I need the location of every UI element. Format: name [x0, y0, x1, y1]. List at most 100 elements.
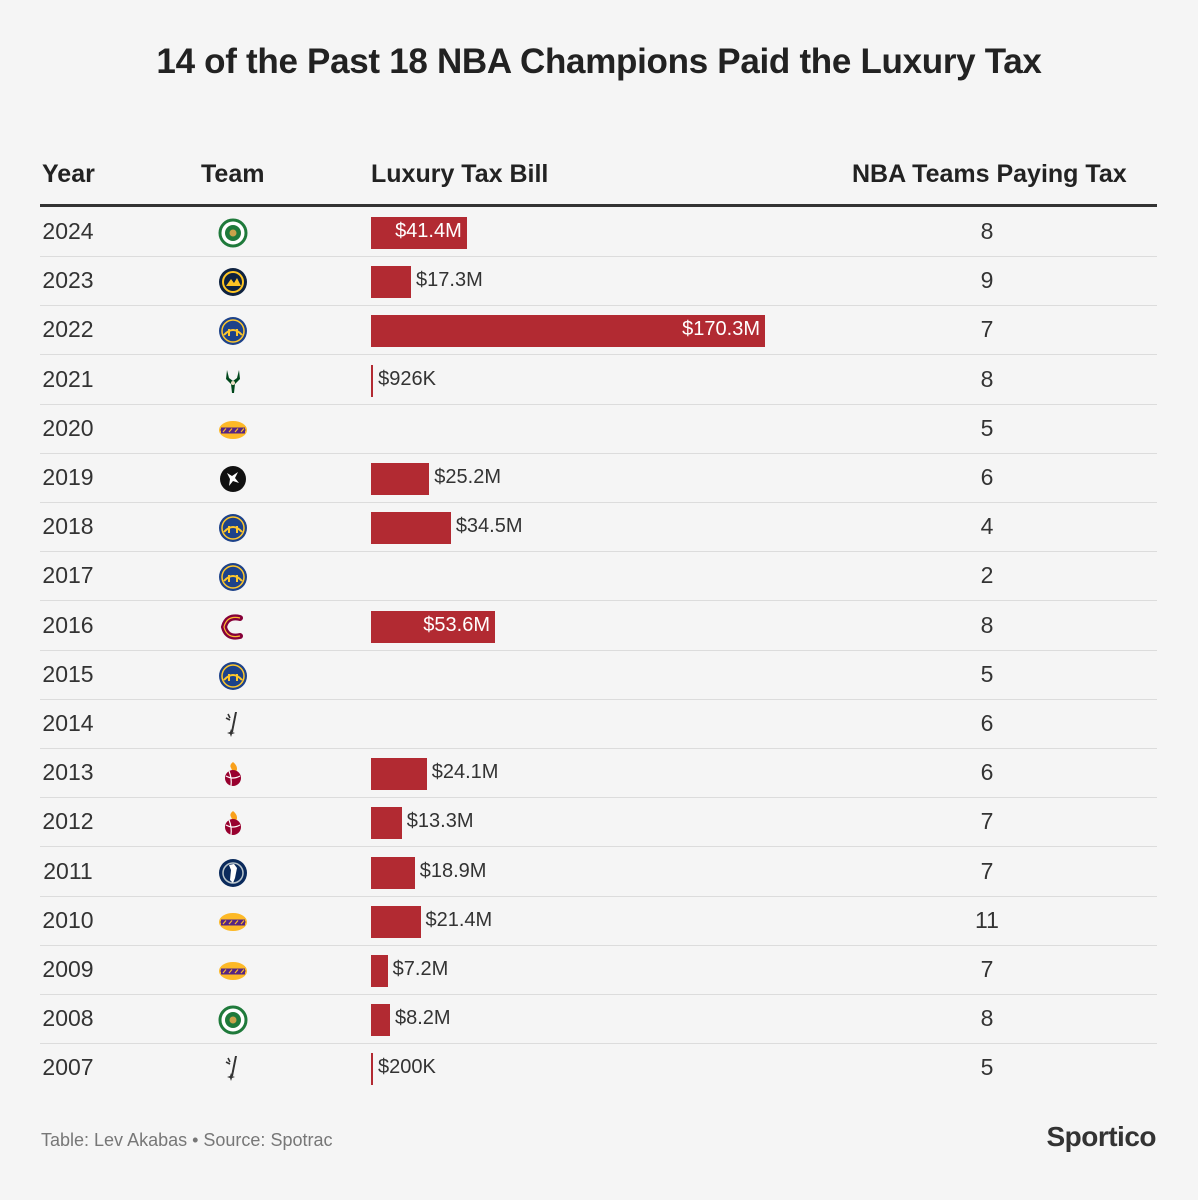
table-row: 2018 $34.5M 4 [40, 503, 1157, 553]
tax-bar [371, 364, 374, 397]
tax-label: $7.2M [392, 958, 449, 980]
year-cell: 2018 [42, 513, 94, 540]
year-cell: 2015 [42, 660, 94, 687]
sportico-logo: Sportico [1046, 1121, 1156, 1152]
year-cell: 2020 [42, 414, 94, 441]
teams-paying-cell: 11 [975, 906, 999, 933]
row-divider [40, 748, 1157, 749]
lakers-logo-icon [219, 912, 247, 931]
table-row: 2021 $926K 8 [40, 356, 1157, 405]
header-year: Year [42, 160, 95, 188]
tax-label: $170.3M [682, 318, 760, 341]
tax-label: $18.9M [419, 859, 487, 882]
tax-label: $200K [378, 1056, 436, 1079]
tax-label: $17.3M [416, 269, 483, 292]
warriors-logo-icon [219, 661, 247, 690]
teams-paying-cell: 4 [980, 513, 994, 540]
tax-bar [371, 758, 427, 791]
year-cell: 2010 [42, 906, 94, 933]
table-row: 2013 $24.1M 6 [40, 749, 1157, 799]
row-divider [40, 256, 1157, 257]
table-row: 2012 $13.3M 7 [40, 798, 1157, 848]
row-divider [40, 649, 1157, 651]
chart-title: 14 of the Past 18 NBA Champions Paid the… [156, 42, 1042, 81]
row-divider [40, 846, 1157, 848]
nuggets-logo-icon [219, 268, 247, 297]
tax-label: $41.4M [395, 220, 462, 242]
year-cell: 2019 [42, 464, 94, 490]
tax-bar [371, 955, 388, 987]
teams-paying-cell: 7 [980, 857, 994, 884]
tax-bar [371, 315, 765, 348]
tax-label: $24.1M [431, 761, 499, 784]
tax-label: $53.6M [423, 613, 490, 636]
tax-bar [371, 807, 402, 840]
year-cell: 2022 [42, 316, 94, 343]
tax-bar [371, 610, 495, 643]
tax-label: $8.2M [394, 1007, 451, 1030]
tax-bar [371, 217, 467, 249]
row-divider [40, 797, 1157, 799]
table-row: 2008 $8.2M 8 [40, 995, 1157, 1045]
spurs-logo-icon [225, 1056, 237, 1082]
warriors-logo-icon [219, 317, 247, 346]
row-divider [40, 403, 1157, 405]
row-divider [40, 944, 1157, 946]
table-row: 2009 $7.2M 7 [40, 946, 1157, 995]
teams-paying-cell: 8 [980, 611, 994, 638]
mavericks-logo-icon [219, 858, 247, 887]
teams-paying-cell: 7 [980, 956, 994, 982]
teams-paying-cell: 6 [980, 464, 994, 490]
year-cell: 2024 [42, 218, 94, 244]
tax-bar [371, 463, 430, 495]
teams-paying-cell: 5 [980, 1054, 994, 1081]
tax-bar [371, 905, 421, 938]
teams-paying-cell: 7 [980, 808, 994, 835]
tax-bar [371, 1053, 373, 1086]
teams-paying-cell: 6 [980, 759, 994, 786]
tax-label: $21.4M [425, 908, 493, 931]
tax-bar [371, 512, 451, 545]
row-divider [40, 354, 1157, 356]
heat-logo-icon [225, 811, 241, 836]
raptors-logo-icon [220, 466, 246, 492]
table-row: 2014 6 [40, 700, 1157, 749]
table-row: 2015 5 [40, 651, 1157, 700]
row-divider [40, 1043, 1157, 1045]
header-team: Team [201, 160, 265, 188]
heat-logo-icon [225, 762, 241, 787]
tax-bar [371, 1004, 390, 1037]
row-divider [40, 502, 1157, 503]
year-cell: 2009 [42, 956, 94, 982]
row-divider [40, 305, 1157, 307]
table-row: 2016 $53.6M 8 [40, 602, 1157, 651]
teams-paying-cell: 5 [980, 414, 994, 441]
year-cell: 2021 [42, 365, 94, 392]
teams-paying-cell: 6 [980, 710, 994, 736]
year-cell: 2017 [42, 562, 94, 589]
teams-paying-cell: 8 [980, 365, 994, 392]
table-row: 2022 $170.3M 7 [40, 306, 1157, 356]
cavaliers-logo-icon [220, 614, 243, 640]
lakers-logo-icon [219, 962, 247, 980]
teams-paying-cell: 5 [980, 660, 994, 687]
year-cell: 2016 [42, 611, 94, 638]
table-row: 2023 $17.3M 9 [40, 257, 1157, 307]
row-divider [40, 600, 1157, 602]
row-divider [40, 994, 1157, 995]
header-divider [40, 204, 1157, 207]
table-row: 2020 5 [40, 405, 1157, 454]
teams-paying-cell: 8 [980, 218, 994, 244]
lakers-logo-icon [219, 420, 247, 439]
table-row: 2007 $200K 5 [40, 1044, 1157, 1093]
tax-bar [371, 266, 412, 299]
source-credit: Table: Lev Akabas • Source: Spotrac [41, 1130, 333, 1150]
tax-label: $926K [378, 367, 436, 390]
row-divider [40, 895, 1157, 897]
row-divider [40, 452, 1157, 454]
row-divider [40, 551, 1157, 553]
teams-paying-cell: 9 [980, 267, 994, 294]
year-cell: 2023 [42, 267, 94, 294]
year-cell: 2012 [42, 808, 94, 835]
